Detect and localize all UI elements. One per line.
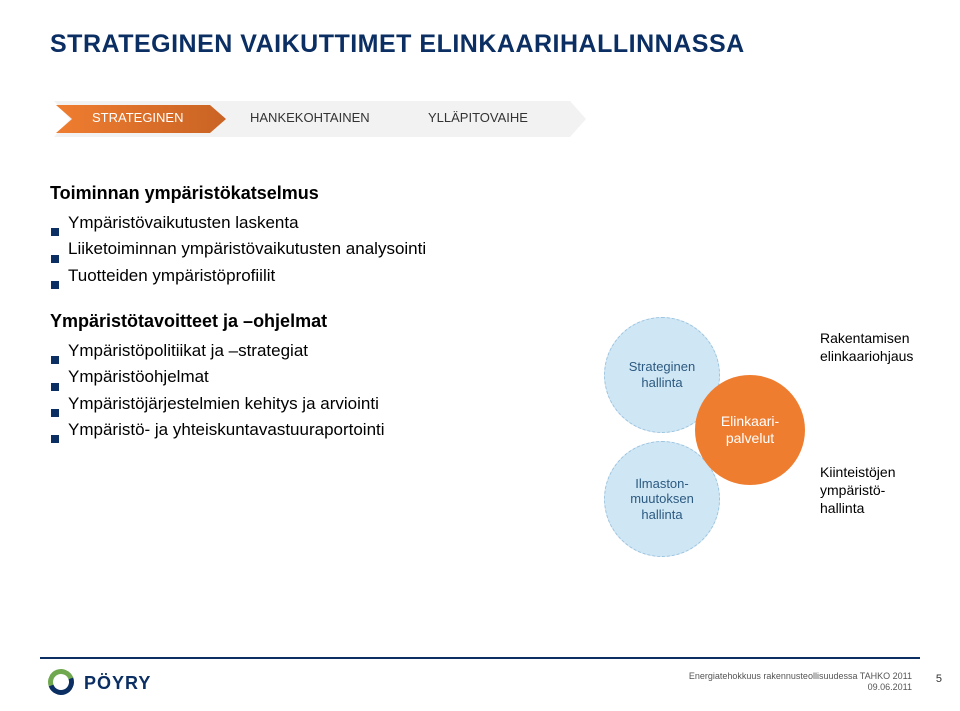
phase-label-1: STRATEGINEN bbox=[92, 110, 184, 125]
side-label-kiinteistojen: Kiinteistöjenympäristö-hallinta bbox=[820, 463, 930, 518]
logo: PÖYRY bbox=[48, 669, 151, 697]
phase-chevrons: STRATEGINEN HANKEKOHTAINEN YLLÄPITOVAIHE bbox=[50, 97, 920, 145]
bubble-label: Ilmaston-muutoksenhallinta bbox=[630, 476, 694, 523]
list-item-text: Ympäristöpolitiikat ja –strategiat bbox=[68, 341, 308, 360]
bullet-icon bbox=[50, 374, 58, 382]
section-2-heading: Ympäristötavoitteet ja –ohjelmat bbox=[50, 311, 570, 332]
bullet-icon bbox=[50, 219, 58, 227]
list-item: Liiketoiminnan ympäristövaikutusten anal… bbox=[50, 236, 570, 262]
bullet-icon bbox=[50, 426, 58, 434]
list-item: Ympäristövaikutusten laskenta bbox=[50, 210, 570, 236]
footer: PÖYRY Energiatehokkuus rakennusteollisuu… bbox=[0, 657, 960, 711]
list-item: Ympäristöohjelmat bbox=[50, 364, 570, 390]
bullet-icon bbox=[50, 246, 58, 254]
footer-event: Energiatehokkuus rakennusteollisuudessa … bbox=[689, 671, 912, 682]
venn-diagram: Strateginenhallinta Ilmaston-muutoksenha… bbox=[560, 313, 930, 613]
side-label-rakentamisen: Rakentamisenelinkaariohjaus bbox=[820, 329, 930, 365]
list-item-text: Ympäristöjärjestelmien kehitys ja arvioi… bbox=[68, 394, 379, 413]
side-label-text: Rakentamisenelinkaariohjaus bbox=[820, 330, 913, 364]
slide-title: STRATEGINEN VAIKUTTIMET ELINKAARIHALLINN… bbox=[50, 30, 920, 59]
list-item: Tuotteiden ympäristöprofiilit bbox=[50, 263, 570, 289]
bullet-icon bbox=[50, 400, 58, 408]
section-2-list: Ympäristöpolitiikat ja –strategiat Ympär… bbox=[50, 338, 570, 443]
list-item-text: Ympäristö- ja yhteiskuntavastuuraportoin… bbox=[68, 420, 385, 439]
bubble-label: Elinkaari-palvelut bbox=[721, 413, 779, 447]
footer-date: 09.06.2011 bbox=[689, 682, 912, 693]
page-number: 5 bbox=[936, 673, 942, 685]
bullet-icon bbox=[50, 272, 58, 280]
bubble-label: Strateginenhallinta bbox=[629, 359, 696, 390]
list-item-text: Liiketoiminnan ympäristövaikutusten anal… bbox=[68, 239, 426, 258]
bullet-icon bbox=[50, 347, 58, 355]
logo-text: PÖYRY bbox=[84, 673, 151, 694]
phase-label-2: HANKEKOHTAINEN bbox=[250, 110, 370, 125]
list-item-text: Ympäristöohjelmat bbox=[68, 367, 209, 386]
section-1-heading: Toiminnan ympäristökatselmus bbox=[50, 183, 570, 204]
footer-meta: Energiatehokkuus rakennusteollisuudessa … bbox=[689, 671, 912, 694]
phase-label-3: YLLÄPITOVAIHE bbox=[428, 110, 528, 125]
list-item-text: Ympäristövaikutusten laskenta bbox=[68, 213, 299, 232]
side-label-text: Kiinteistöjenympäristö-hallinta bbox=[820, 464, 896, 516]
footer-rule bbox=[40, 657, 920, 659]
list-item: Ympäristöjärjestelmien kehitys ja arvioi… bbox=[50, 391, 570, 417]
list-item: Ympäristö- ja yhteiskuntavastuuraportoin… bbox=[50, 417, 570, 443]
bubble-elinkaari: Elinkaari-palvelut bbox=[695, 375, 805, 485]
logo-mark-icon bbox=[48, 669, 76, 697]
list-item: Ympäristöpolitiikat ja –strategiat bbox=[50, 338, 570, 364]
section-1-list: Ympäristövaikutusten laskenta Liiketoimi… bbox=[50, 210, 570, 289]
list-item-text: Tuotteiden ympäristöprofiilit bbox=[68, 266, 275, 285]
